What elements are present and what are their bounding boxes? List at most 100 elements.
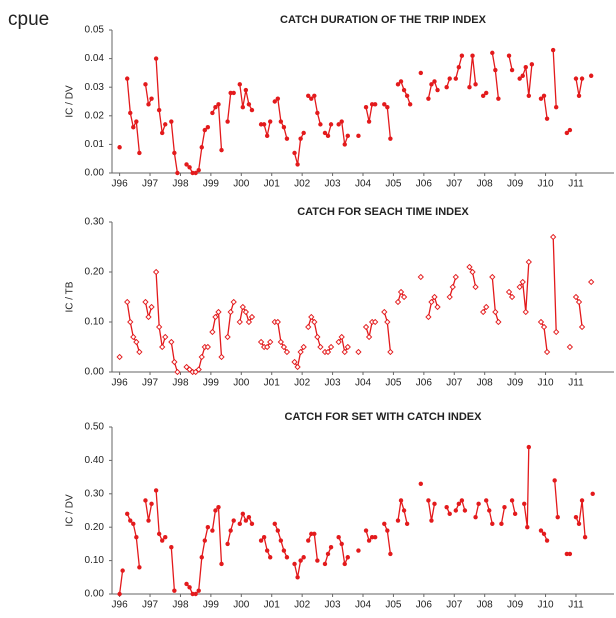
point [131, 125, 136, 130]
point [344, 343, 351, 351]
point [274, 318, 281, 326]
point [418, 70, 424, 76]
point [372, 318, 379, 326]
point [564, 551, 570, 557]
point [401, 87, 407, 93]
point [239, 303, 246, 311]
point [526, 93, 532, 98]
point [384, 318, 391, 326]
point [301, 555, 306, 560]
point [163, 122, 168, 127]
point [363, 105, 369, 110]
point [199, 145, 204, 150]
x-tick-label: J00 [233, 378, 250, 389]
point [492, 308, 499, 316]
point [335, 338, 342, 346]
point [136, 348, 143, 356]
y-tick-label: 0.30 [85, 217, 105, 228]
point [175, 170, 180, 176]
point [397, 288, 405, 296]
point [449, 283, 456, 291]
point [300, 343, 307, 351]
point [401, 508, 407, 513]
point [137, 150, 142, 156]
point [327, 343, 335, 351]
point [187, 165, 192, 170]
point [395, 518, 401, 523]
point [550, 47, 556, 53]
point [196, 167, 201, 173]
point [572, 293, 580, 301]
point [306, 538, 311, 543]
point [489, 273, 496, 281]
point [517, 76, 522, 81]
point [228, 90, 233, 96]
point [505, 288, 513, 296]
point [372, 102, 378, 107]
y-tick-label: 0.50 [85, 422, 105, 433]
point [566, 343, 574, 351]
point [395, 82, 401, 87]
point [342, 561, 347, 567]
x-tick-label: J01 [264, 600, 281, 611]
point [261, 122, 267, 127]
point [506, 53, 512, 58]
point [275, 528, 281, 533]
point [278, 538, 284, 543]
point [210, 110, 215, 116]
point [509, 67, 515, 73]
point [204, 343, 211, 351]
y-tick-label: 0.01 [85, 139, 105, 150]
point [382, 102, 387, 107]
point [372, 535, 378, 540]
point [444, 504, 449, 510]
point [312, 93, 317, 98]
point [246, 514, 252, 520]
point [553, 105, 559, 110]
point [171, 358, 178, 366]
x-tick-label: J96 [112, 378, 129, 389]
point [526, 444, 532, 450]
point [219, 147, 224, 153]
point [493, 67, 498, 73]
point [575, 298, 583, 306]
point [243, 87, 249, 93]
x-tick-label: J05 [385, 179, 402, 190]
point [231, 518, 236, 523]
point [128, 110, 133, 116]
point [196, 588, 201, 593]
x-tick-label: J99 [203, 378, 220, 389]
point [202, 127, 207, 133]
point [550, 233, 557, 241]
point [213, 105, 218, 110]
point [272, 521, 277, 527]
x-tick-label: J07 [446, 179, 463, 190]
point [125, 76, 130, 81]
point [432, 79, 437, 84]
point [193, 591, 198, 597]
point [418, 481, 424, 486]
point [417, 273, 424, 281]
point [297, 348, 304, 356]
point [218, 353, 225, 361]
point [473, 514, 478, 520]
point [134, 535, 139, 540]
point [231, 90, 236, 96]
point [328, 545, 334, 550]
point [480, 93, 486, 98]
point [149, 96, 154, 101]
y-axis-label: IC / DV [65, 494, 76, 527]
point [152, 268, 160, 276]
point [142, 298, 149, 306]
point [590, 491, 595, 496]
point [516, 283, 523, 291]
point [425, 313, 432, 321]
point [404, 93, 410, 98]
point [237, 82, 242, 87]
y-tick-label: 0.03 [85, 82, 105, 93]
point [190, 591, 195, 597]
point [325, 551, 331, 557]
point [381, 308, 388, 316]
x-tick-label: J09 [507, 378, 524, 389]
